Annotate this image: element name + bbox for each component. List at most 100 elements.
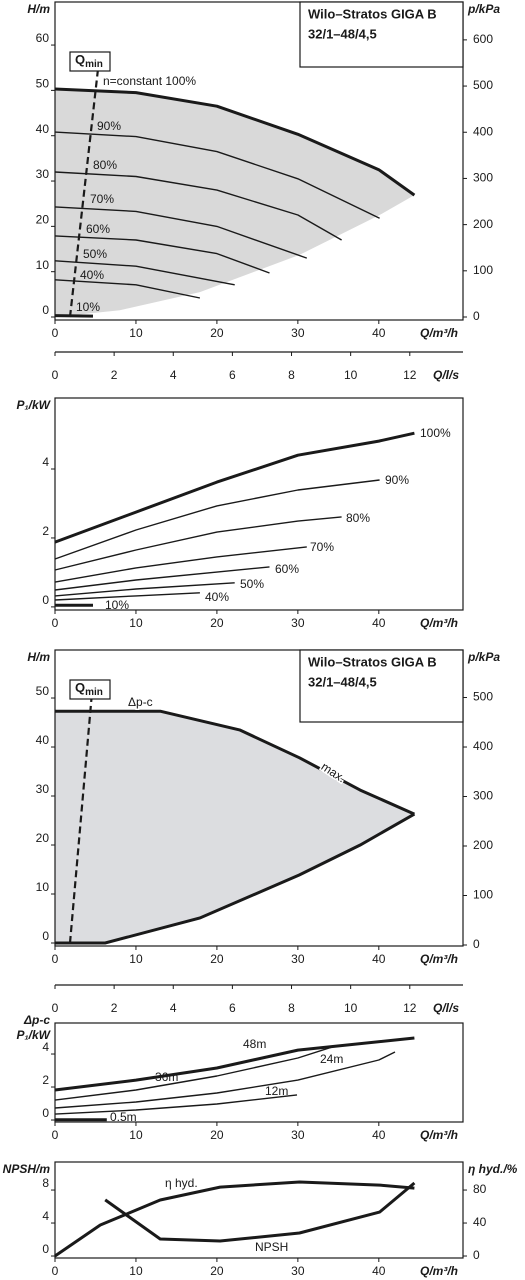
title-box — [299, 1, 464, 68]
x-tick-label: 40 — [372, 952, 386, 966]
x-tick-label: 30 — [291, 952, 305, 966]
curve — [54, 479, 380, 560]
x-axis-label: Q/m³/h — [420, 616, 458, 630]
x-tick-label: 4 — [170, 368, 177, 382]
y-tick-label: 30 — [36, 167, 50, 181]
y2-tick-label: 500 — [473, 78, 493, 92]
curve-label: 90% — [97, 119, 121, 133]
curve-label: n=constant 100% — [103, 74, 196, 88]
curve — [54, 516, 342, 571]
y2-tick-label: 0 — [473, 309, 480, 323]
curve-label: 70% — [310, 540, 334, 554]
curve — [54, 1180, 415, 1258]
qmin-label: Qmin — [75, 680, 103, 697]
x-axis-label: Q/l/s — [433, 368, 459, 382]
y-tick-label: 4 — [42, 455, 49, 469]
annotation: Δp-c — [128, 695, 153, 709]
x-tick-label: 10 — [129, 1128, 143, 1142]
curve-label: NPSH — [255, 1240, 288, 1254]
x-tick-label: 8 — [288, 1001, 295, 1015]
y-tick-label: 0 — [42, 593, 49, 607]
plot-frame — [54, 1161, 464, 1259]
curve-label: 40% — [80, 268, 104, 282]
curve-label: 10% — [105, 598, 129, 612]
y-tick-label: 4 — [42, 1209, 49, 1223]
x-tick-label: 0 — [52, 616, 59, 630]
y2-tick-label: 100 — [473, 888, 493, 902]
plot-frame — [54, 649, 464, 947]
y-tick-label: 2 — [42, 524, 49, 538]
curve — [54, 260, 235, 286]
curve-label: 50% — [240, 577, 264, 591]
x-tick-label: 12 — [403, 368, 417, 382]
qmin-sub: min — [85, 687, 103, 698]
x-tick-label: 40 — [372, 1264, 386, 1278]
qmin-main: Q — [75, 52, 85, 67]
x-tick-label: 0 — [52, 368, 59, 382]
x-tick-label: 30 — [291, 1264, 305, 1278]
y-tick-label: 10 — [36, 258, 50, 272]
x-tick-label: 30 — [291, 326, 305, 340]
y-tick-label: 40 — [36, 733, 50, 747]
x-tick-label: 20 — [210, 616, 224, 630]
curve — [54, 1094, 298, 1115]
x-tick-label: 40 — [372, 326, 386, 340]
curve — [54, 206, 308, 259]
x-tick-label: 0 — [52, 326, 59, 340]
curve — [54, 279, 201, 299]
y2-tick-label: 300 — [473, 789, 493, 803]
curve — [54, 431, 415, 544]
x-tick-label: 0 — [52, 1001, 59, 1015]
y2-axis-label: p/kPa — [467, 2, 500, 16]
qmin-label: Qmin — [75, 52, 103, 69]
curve — [54, 546, 307, 583]
x-tick-label: 40 — [372, 1128, 386, 1142]
y2-tick-label: 200 — [473, 838, 493, 852]
x-tick-label: 6 — [229, 1001, 236, 1015]
curve — [54, 1036, 415, 1092]
y-tick-label: 50 — [36, 684, 50, 698]
curve — [54, 131, 380, 219]
y-tick-label: 0 — [42, 1242, 49, 1256]
curve-label: 80% — [93, 158, 117, 172]
curve — [54, 87, 416, 197]
y2-tick-label: 200 — [473, 217, 493, 231]
x-tick-label: 2 — [111, 1001, 118, 1015]
x-axis-label: Q/m³/h — [420, 1264, 458, 1278]
y-axis-label: P₁/kW — [16, 398, 51, 412]
y2-tick-label: 40 — [473, 1215, 487, 1229]
y2-tick-label: 0 — [473, 1248, 480, 1262]
curve-label: 70% — [90, 192, 114, 206]
curve-label: 60% — [275, 562, 299, 576]
chart-title: Wilo–Stratos GIGA B — [308, 654, 437, 669]
y-tick-label: 50 — [36, 77, 50, 91]
curve — [104, 1181, 416, 1243]
curve-label: 0.5m — [110, 1110, 137, 1124]
x-tick-label: 20 — [210, 952, 224, 966]
x-tick-label: 30 — [291, 616, 305, 630]
y2-tick-label: 80 — [473, 1182, 487, 1196]
y2-tick-label: 600 — [473, 32, 493, 46]
x-tick-label: 20 — [210, 1128, 224, 1142]
y2-tick-label: 100 — [473, 263, 493, 277]
x-tick-label: 20 — [210, 326, 224, 340]
qmin-box — [69, 51, 111, 72]
qmin-main: Q — [75, 680, 85, 695]
curve-label: 50% — [83, 247, 107, 261]
qmin-line — [68, 69, 99, 318]
x-tick-label: 10 — [129, 1264, 143, 1278]
y-tick-label: 0 — [42, 929, 49, 943]
qmin-sub: min — [85, 59, 103, 70]
x-tick-label: 12 — [403, 1001, 417, 1015]
x-tick-label: 10 — [344, 1001, 358, 1015]
plot-frame — [54, 1, 464, 321]
y-axis-label: Δp-c — [23, 1013, 50, 1027]
operating-region — [55, 711, 415, 943]
x-tick-label: 30 — [291, 1128, 305, 1142]
y2-tick-label: 500 — [473, 690, 493, 704]
curve — [55, 709, 416, 816]
title-box — [299, 649, 464, 723]
x-tick-label: 10 — [344, 368, 358, 382]
